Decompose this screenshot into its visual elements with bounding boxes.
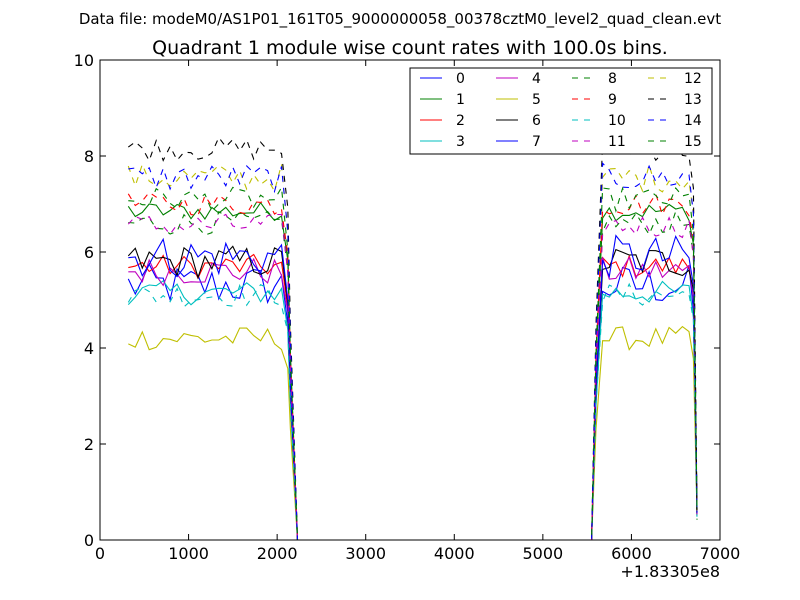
series-line-11 <box>127 213 698 541</box>
y-tick-label: 4 <box>84 339 94 358</box>
legend-label-5: 5 <box>532 92 541 108</box>
plot-frame <box>99 59 721 541</box>
series-line-7 <box>128 234 698 541</box>
x-tick-label: 7000 <box>700 544 741 563</box>
legend-label-13: 13 <box>684 92 702 108</box>
legend-label-0: 0 <box>456 71 465 87</box>
legend-label-4: 4 <box>532 71 541 87</box>
x-tick-label: 2000 <box>257 544 298 563</box>
y-tick-label: 6 <box>84 243 94 262</box>
legend-label-11: 11 <box>608 134 626 150</box>
legend-label-10: 10 <box>608 113 626 129</box>
series-line-14 <box>128 162 698 541</box>
legend-label-1: 1 <box>456 92 465 108</box>
legend-label-9: 9 <box>608 92 617 108</box>
x-tick-label: 6000 <box>611 544 652 563</box>
series-line-15 <box>128 185 698 541</box>
x-offset-label: +1.83305e8 <box>620 562 720 581</box>
x-tick-label: 4000 <box>434 544 475 563</box>
legend-label-8: 8 <box>608 71 617 87</box>
x-axis: 0 1000 2000 3000 4000 5000 6000 7000 <box>95 60 740 563</box>
series-line-5 <box>128 325 698 541</box>
x-tick-label: 1000 <box>168 544 209 563</box>
legend-label-2: 2 <box>456 113 465 129</box>
series-line-13 <box>127 136 698 541</box>
y-tick-label: 8 <box>84 147 94 166</box>
y-tick-label: 10 <box>74 51 94 70</box>
legend-label-12: 12 <box>684 71 702 87</box>
series-lines <box>127 136 698 541</box>
legend-label-6: 6 <box>532 113 541 129</box>
y-tick-label: 0 <box>84 531 94 550</box>
legend-box <box>409 67 713 155</box>
legend-label-3: 3 <box>456 134 465 150</box>
series-line-10 <box>127 282 698 541</box>
x-tick-label: 0 <box>95 544 105 563</box>
legend-label-14: 14 <box>684 113 702 129</box>
series-line-12 <box>127 162 698 541</box>
y-tick-label: 2 <box>84 435 94 454</box>
legend-label-7: 7 <box>532 134 541 150</box>
series-line-3 <box>127 280 698 541</box>
x-tick-label: 3000 <box>345 544 386 563</box>
legend-label-15: 15 <box>684 134 702 150</box>
series-line-2 <box>128 253 698 541</box>
suptitle: Data file: modeM0/AS1P01_161T05_90000000… <box>79 10 721 29</box>
x-tick-label: 5000 <box>522 544 563 563</box>
chart-title: Quadrant 1 module wise count rates with … <box>152 37 668 59</box>
series-line-8 <box>128 209 698 541</box>
